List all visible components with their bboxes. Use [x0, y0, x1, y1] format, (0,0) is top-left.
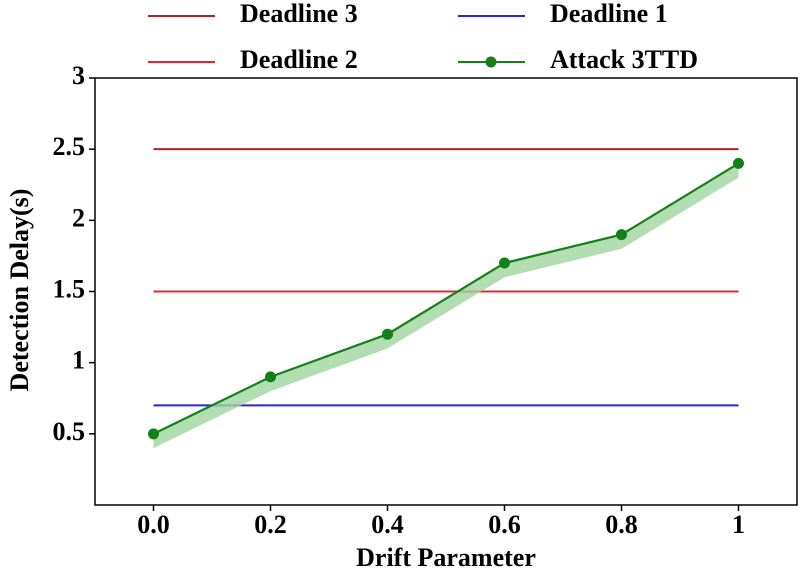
x-axis-label: Drift Parameter: [356, 543, 536, 572]
data-point: [265, 371, 276, 383]
data-point: [733, 157, 744, 169]
x-tick-label: 0.4: [371, 510, 404, 539]
legend-marker: [485, 56, 497, 68]
data-point: [616, 229, 627, 241]
plot-frame: [94, 77, 798, 506]
confidence-band: [153, 163, 739, 449]
legend-label: Deadline 1: [550, 0, 668, 28]
y-tick-label: 1: [72, 346, 85, 375]
y-tick-label: 2: [72, 203, 85, 232]
data-line: [153, 162, 740, 435]
y-tick-label: 2.5: [53, 132, 86, 161]
y-tick-label: 0.5: [53, 417, 86, 446]
y-tick-label: 3: [72, 61, 85, 90]
data-point: [148, 428, 159, 440]
x-tick-label: 0.2: [254, 510, 287, 539]
y-tick-label: 1.5: [53, 274, 86, 303]
data-point: [382, 328, 393, 340]
x-tick-label: 0.0: [137, 510, 170, 539]
legend-label: Deadline 3: [240, 0, 358, 28]
data-point: [499, 257, 510, 269]
x-tick-label: 1: [732, 510, 745, 539]
legend-label: Deadline 2: [240, 45, 358, 74]
x-tick-label: 0.6: [488, 510, 521, 539]
x-tick-label: 0.8: [605, 510, 638, 539]
legend-label: Attack 3TTD: [550, 45, 698, 74]
y-axis-label: Detection Delay(s): [5, 189, 34, 392]
